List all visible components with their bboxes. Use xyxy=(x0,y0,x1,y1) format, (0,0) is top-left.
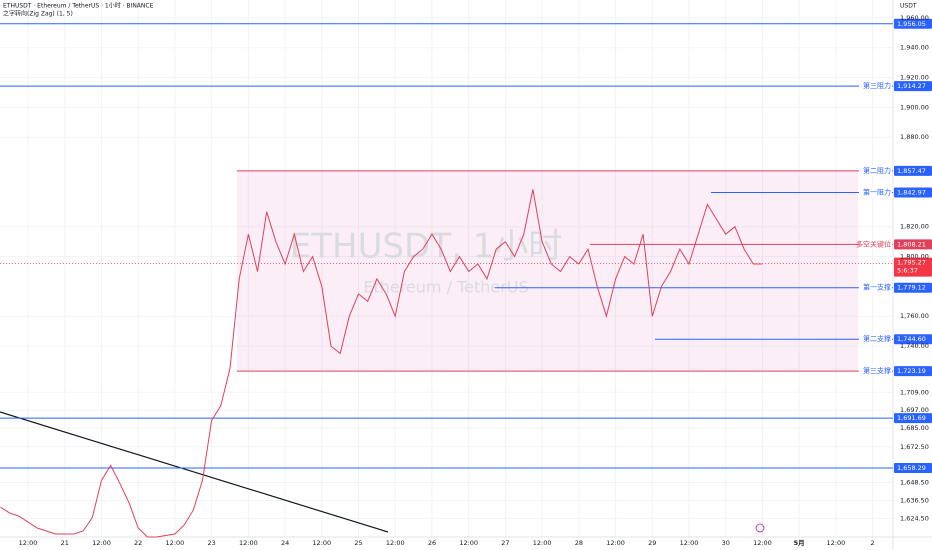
x-tick-label: 26 xyxy=(428,539,436,547)
current-price-box xyxy=(894,257,932,277)
grid xyxy=(0,0,893,537)
y-tick-label: 1,672.50 xyxy=(900,443,929,451)
level-price-box xyxy=(894,187,932,198)
y-tick-label: 1,940.00 xyxy=(900,44,929,52)
chart-title: ETHUSDT · Ethereum / TetherUS · 1小时 · BI… xyxy=(3,2,154,10)
y-tick-label: 1,648.50 xyxy=(900,479,929,487)
trend-line xyxy=(0,411,389,533)
y-tick-label: 1,960.00 xyxy=(900,14,929,22)
level-name-bg xyxy=(859,239,892,250)
level-name-bg xyxy=(859,165,892,176)
x-tick-label: 12:00 xyxy=(459,539,478,547)
level-price-box xyxy=(894,366,932,377)
x-tick-label: 12:00 xyxy=(239,539,258,547)
y-tick-label: 1,760.00 xyxy=(900,312,929,320)
axes: 1,960.00 1,940.00 1,920.00 1,900.00 1,880.00… xyxy=(19,14,929,547)
level-name-bg xyxy=(859,187,892,198)
indicator-label: 之字转向(Zig Zag) (1, 5) xyxy=(3,10,73,18)
level-price-label: 1,779.12 xyxy=(897,284,926,292)
y-tick-label: 1,900.00 xyxy=(900,103,929,111)
x-tick-label: 21 xyxy=(61,539,69,547)
event-icon[interactable] xyxy=(755,523,765,533)
x-tick-label: 25 xyxy=(354,539,362,547)
x-tick-label: 12:00 xyxy=(166,539,185,547)
y-tick-label: 1,820.00 xyxy=(900,223,929,231)
level-name: 第三支撑 xyxy=(863,366,891,375)
price: 1,795.275:6:37 xyxy=(0,189,932,538)
range-box xyxy=(237,170,858,372)
range-box xyxy=(237,170,858,372)
level-name: 第一支撑 xyxy=(863,283,891,292)
level-name-bg xyxy=(859,366,892,377)
y-tick-label: 1,636.50 xyxy=(900,496,929,504)
y-tick-label: 1,880.00 xyxy=(900,133,929,141)
level-name: 第三阻力 xyxy=(863,81,891,90)
level-name-bg xyxy=(859,334,892,345)
x-tick-label: 12:00 xyxy=(680,539,699,547)
level-price-box xyxy=(894,282,932,293)
x-tick-label: 12:00 xyxy=(753,539,772,547)
level-price-label: 1,744.60 xyxy=(897,335,926,343)
y-tick-label: 1,800.00 xyxy=(900,253,929,261)
x-tick-label: 30 xyxy=(722,539,730,547)
x-tick-label: 12:00 xyxy=(606,539,625,547)
level-price-box xyxy=(894,18,932,29)
x-tick-label: 22 xyxy=(134,539,142,547)
price-line xyxy=(0,189,763,538)
x-tick-label: 24 xyxy=(281,539,289,547)
x-tick-label: 27 xyxy=(501,539,509,547)
x-tick-label: 23 xyxy=(207,539,215,547)
level-price-box xyxy=(894,239,932,250)
x-tick-label: 28 xyxy=(575,539,583,547)
y-tick-label: 1,709.00 xyxy=(900,388,929,396)
level-price-label: 1,857.47 xyxy=(897,167,926,175)
level-name: 第二阻力 xyxy=(863,166,891,175)
level-price-box xyxy=(894,462,932,473)
level-name: 第二支撑 xyxy=(863,334,891,343)
x-tick-label: 12:00 xyxy=(533,539,552,547)
x-tick-label: 2 xyxy=(871,539,875,547)
level-name-bg xyxy=(859,81,892,92)
level-price-label: 1,723.19 xyxy=(897,367,926,375)
level-price-label: 1,691.69 xyxy=(897,414,926,422)
level-price-label: 1,956.05 xyxy=(897,20,926,28)
level-price-label: 1,842.97 xyxy=(897,188,926,196)
currency: USDT xyxy=(900,3,917,10)
x-tick-label: 12:00 xyxy=(312,539,331,547)
watermark-sub: Ethereum / TetherUS xyxy=(363,278,528,297)
level-price-label: 1,914.27 xyxy=(897,82,926,90)
level-price-box xyxy=(894,334,932,345)
level-price-label: 1,658.29 xyxy=(897,464,926,472)
current-price-label: 1,795.27 xyxy=(897,259,926,267)
level-name: 第一阻力 xyxy=(863,187,891,196)
x-tick-label: 12:00 xyxy=(827,539,846,547)
x-tick-label: 12:00 xyxy=(92,539,111,547)
y-tick-label: 1,740.00 xyxy=(900,342,929,350)
level-name-bg xyxy=(859,282,892,293)
x-tick-label: 12:00 xyxy=(386,539,405,547)
level-price-box xyxy=(894,165,932,176)
x-tick-label: 5月 xyxy=(794,539,805,547)
levels: 1,956.05 1,914.27 第三阻力 1,857.47 第二阻力 1,842.97… xyxy=(0,18,932,473)
level-price-box xyxy=(894,413,932,424)
watermark: ETHUSDT, 1小时 xyxy=(290,227,562,267)
x-tick-label: 29 xyxy=(648,539,656,547)
countdown: 5:6:37 xyxy=(897,267,918,275)
level-price-label: 1,808.21 xyxy=(897,240,926,248)
y-tick-label: 1,920.00 xyxy=(900,74,929,82)
y-tick-label: 1,697.00 xyxy=(900,406,929,414)
y-tick-label: 1,624.50 xyxy=(900,514,929,522)
level-price-box xyxy=(894,81,932,92)
level-name: 多空关键位 xyxy=(856,239,891,248)
x-tick-label: 12:00 xyxy=(19,539,38,547)
y-tick-label: 1,685.00 xyxy=(900,424,929,432)
